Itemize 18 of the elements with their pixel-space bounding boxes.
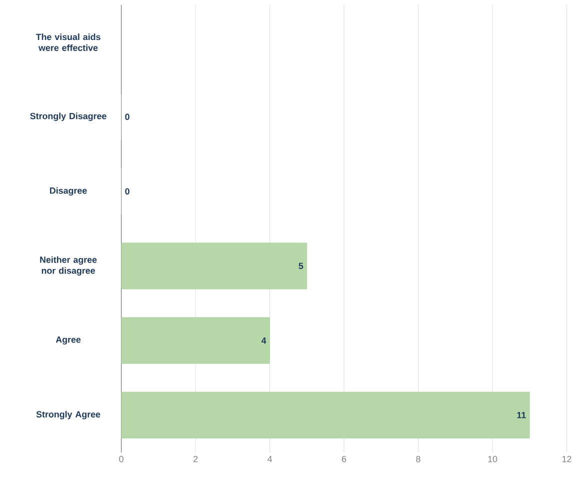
data-label: 0 [125, 188, 130, 194]
y-tick-label: Strongly Agree [36, 410, 100, 420]
y-tick-label: Strongly Disagree [30, 112, 106, 121]
y-tick-label: Disagree [50, 187, 87, 196]
x-tick-label: 2 [194, 456, 198, 462]
data-label: 0 [125, 114, 130, 120]
x-tick-label: 12 [562, 456, 572, 462]
x-tick-label: 10 [488, 456, 498, 462]
y-tick-label: Neither agree nor disagree [40, 256, 97, 276]
y-tick-label: The visual aids were effective [36, 33, 100, 51]
x-tick-label: 6 [342, 456, 346, 462]
data-label: 4 [261, 337, 266, 344]
y-tick-label: Agree [56, 336, 81, 344]
data-label: 11 [517, 412, 526, 418]
x-tick-label: 0 [119, 456, 124, 462]
data-label: 5 [298, 262, 304, 269]
x-tick-label: 8 [416, 456, 420, 462]
x-tick-label: 4 [268, 456, 272, 462]
